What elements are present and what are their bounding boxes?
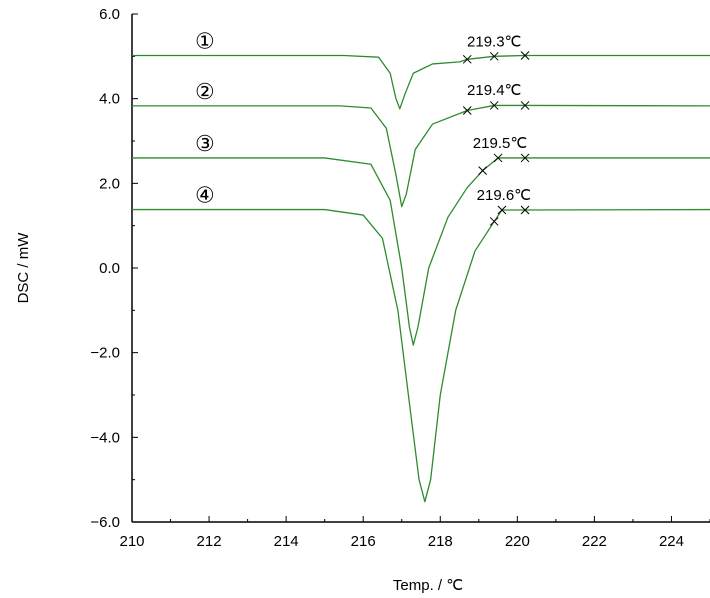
peak-annotation-4: 219.6℃ (477, 187, 531, 204)
x-marker (520, 205, 530, 215)
dsc-curve-3 (132, 157, 710, 346)
x-marker-stroke (462, 54, 472, 64)
x-marker (497, 205, 507, 215)
y-tick-label: −6.0 (90, 514, 120, 531)
y-tick-label: 2.0 (99, 175, 120, 192)
x-marker (478, 166, 488, 175)
labels: ① 219.3℃ ② 219.4℃ ③ 219.5℃ ④ 219.6℃ (195, 29, 531, 208)
x-marker (520, 101, 530, 110)
x-marker (489, 101, 499, 110)
x-marker (462, 54, 472, 64)
x-tick-label: 212 (197, 533, 222, 550)
x-marker-stroke (462, 106, 472, 115)
x-axis-label: Temp. / ℃ (393, 577, 463, 594)
y-axis-label: DSC / mW (15, 232, 32, 304)
curves (132, 54, 710, 503)
peak-annotation-3: 219.5℃ (473, 135, 527, 152)
x-tick-label: 216 (351, 533, 376, 550)
x-marker-stroke (520, 101, 530, 110)
x-marker-stroke (520, 51, 530, 60)
markers (462, 51, 530, 226)
y-tick-label: 4.0 (99, 91, 120, 108)
x-tick-label: 222 (582, 533, 607, 550)
x-marker (462, 106, 472, 115)
x-marker-stroke (520, 205, 530, 215)
x-marker (520, 153, 530, 163)
curve-label-1: ① (195, 29, 215, 54)
x-tick-label: 220 (505, 533, 530, 550)
x-tick-label: 218 (428, 533, 453, 550)
x-marker-stroke (497, 205, 507, 215)
axes (131, 14, 710, 523)
peak-annotation-2: 219.4℃ (467, 82, 521, 99)
y-tick-label: −2.0 (90, 345, 120, 362)
x-marker (493, 153, 503, 163)
y-tick-label: 0.0 (99, 260, 120, 277)
x-marker-stroke (489, 101, 499, 110)
dsc-curve-1 (132, 54, 710, 110)
x-marker (489, 51, 499, 61)
x-marker-stroke (478, 166, 488, 175)
x-marker-stroke (489, 51, 499, 61)
peak-annotation-1: 219.3℃ (467, 34, 521, 51)
x-tick-label: 210 (119, 533, 144, 550)
y-tick-label: −4.0 (90, 429, 120, 446)
curve-label-2: ② (195, 80, 215, 105)
curve-label-3: ③ (195, 132, 215, 157)
dsc-curve-4 (132, 208, 710, 503)
x-marker-stroke (489, 217, 499, 226)
x-tick-label: 214 (274, 533, 299, 550)
x-marker (489, 217, 499, 226)
y-tick-label: 6.0 (99, 6, 120, 23)
dsc-curve-2 (132, 104, 710, 208)
x-tick-label: 224 (659, 533, 684, 550)
x-marker-stroke (493, 153, 503, 163)
curve-label-4: ④ (195, 184, 215, 209)
ticks: 210 212 214 216 218 220 222 224 −6.0 −4.0 −2.0 0.0 2… (90, 6, 710, 550)
x-marker (520, 51, 530, 60)
x-marker-stroke (520, 153, 530, 163)
